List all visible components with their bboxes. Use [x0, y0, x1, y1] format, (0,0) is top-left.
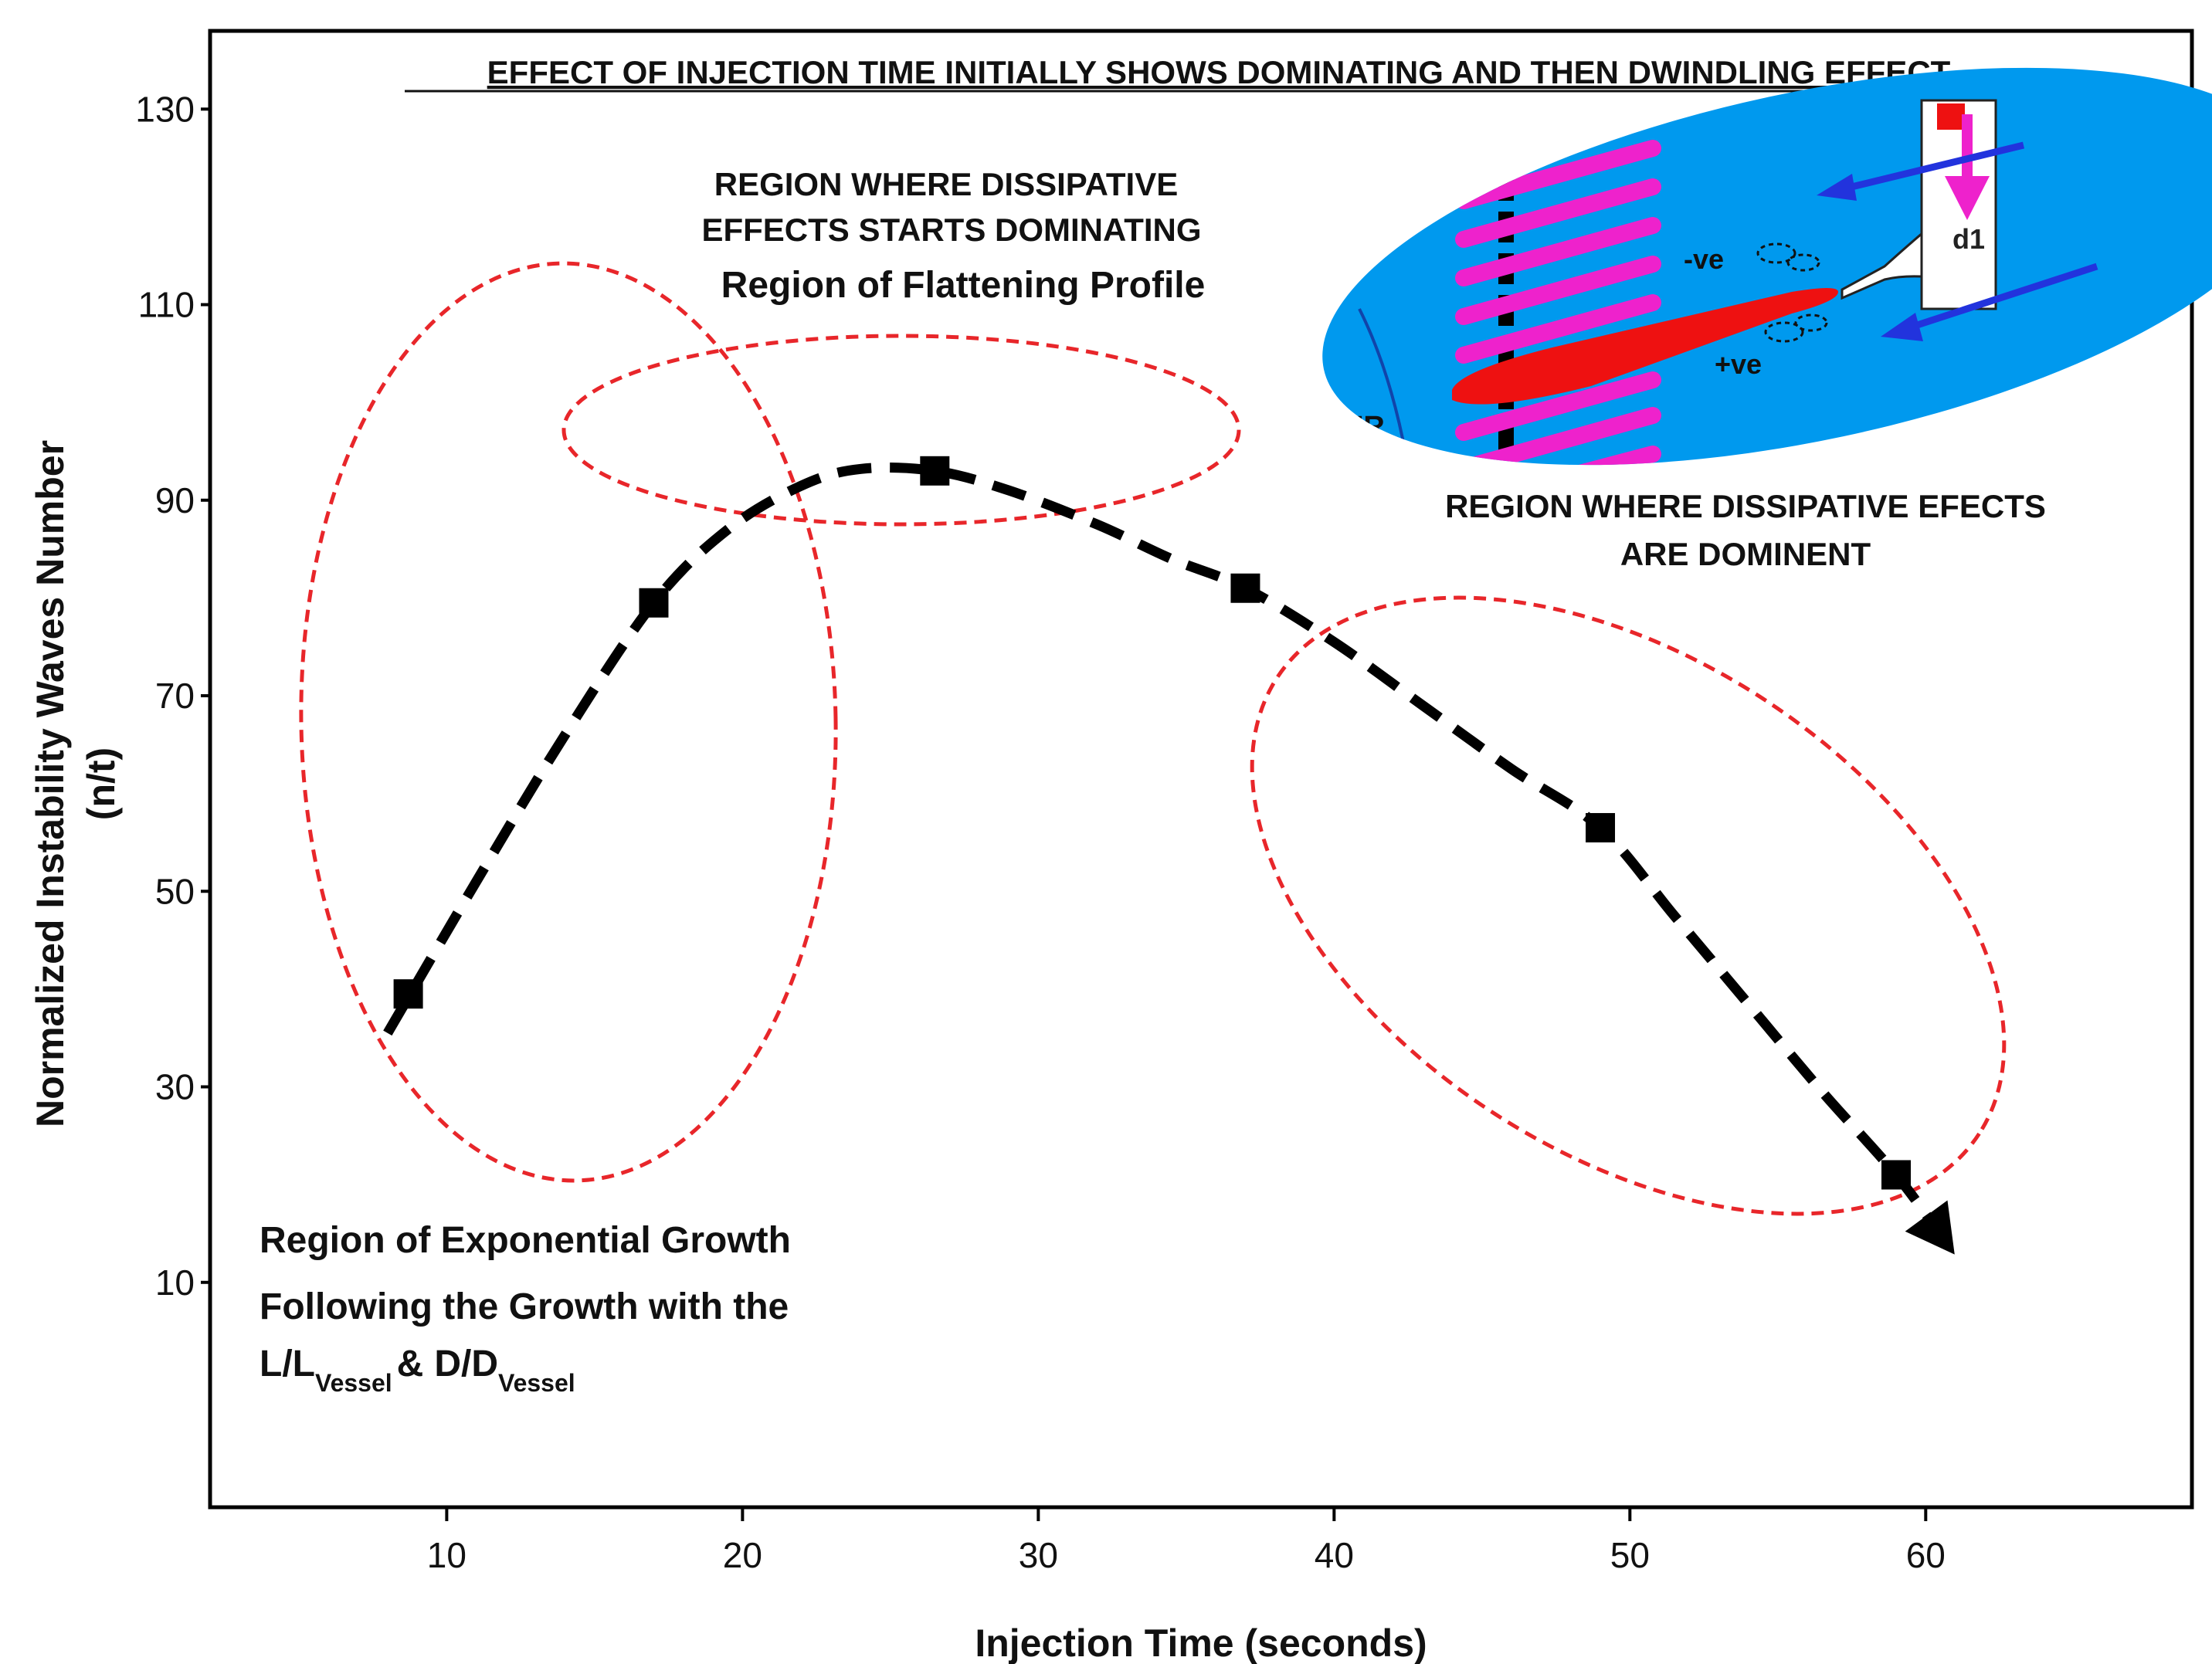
wave-band	[1455, 178, 1661, 248]
ratio-d-sub: Vessel	[498, 1369, 575, 1397]
inset-blue-arrow-top	[1841, 141, 2025, 193]
x-tick-label: 20	[723, 1535, 762, 1575]
y-tick-label: 70	[155, 676, 195, 716]
plot-frame	[208, 29, 2194, 1510]
y-tick-label: 30	[155, 1067, 195, 1107]
region-ellipses	[299, 261, 2007, 1216]
chart-title: EFFECT OF INJECTION TIME INITIALLY SHOWS…	[487, 54, 1951, 90]
x-tick-label: 30	[1019, 1535, 1058, 1575]
annotation-flattening-line3: Region of Flattening Profile	[721, 265, 1206, 306]
inset-label-plus: +ve	[1715, 348, 1762, 380]
inset-pipe	[1920, 99, 1997, 310]
series-line	[383, 462, 1951, 1246]
y-tick-label: 10	[155, 1262, 195, 1303]
annotation-growth: Region of Exponential Growth Following t…	[260, 1220, 791, 1397]
annotation-flattening-line2: EFFECTS STARTS DOMINATING	[701, 212, 1201, 248]
annotation-dissipative: REGION WHERE DISSIPATIVE EFECTS ARE DOMI…	[1445, 488, 2046, 572]
x-axis-title: Injection Time (seconds)	[975, 1622, 1427, 1664]
wave-band	[1455, 294, 1661, 364]
region-ellipse-growth	[299, 261, 838, 1183]
y-tick-label: 130	[135, 89, 195, 129]
region-ellipse-dissipative	[1250, 595, 2007, 1216]
inset-blue-arrowhead-top	[1817, 174, 1857, 201]
y-axis-title-line2: (n/t)	[80, 747, 123, 820]
annotation-flattening-line1: REGION WHERE DISSIPATIVE	[714, 166, 1179, 202]
ratio-l-sub: Vessel	[315, 1369, 392, 1397]
inset-label-partial: ER	[1344, 411, 1385, 443]
inset-schematic: ER -ve +ve d1	[1288, 62, 2212, 525]
series-group	[383, 456, 1955, 1255]
series-arrowhead	[1905, 1200, 1955, 1255]
wave-band	[1455, 256, 1661, 325]
ratio-l: L/L	[260, 1344, 315, 1384]
data-point	[393, 979, 423, 1009]
y-tick-label: 110	[138, 285, 195, 325]
region-ellipse-flattening	[561, 334, 1241, 527]
eddy	[1756, 242, 1796, 264]
data-point	[639, 588, 669, 618]
annotation-growth-line1: Region of Exponential Growth	[260, 1220, 791, 1261]
annotation-dissipative-line1: REGION WHERE DISSIPATIVE EFECTS	[1445, 488, 2046, 524]
annotation-growth-line2: Following the Growth with the	[260, 1286, 789, 1327]
eddy	[1794, 313, 1828, 332]
wave-band	[1459, 407, 1661, 476]
wave-band	[1455, 217, 1661, 286]
inset-pipe-red	[1937, 103, 1965, 130]
x-axis-ticks: 10 20 30 40 50 60	[427, 1507, 1946, 1575]
annotation-dissipative-line2: ARE DOMINENT	[1620, 536, 1871, 572]
y-tick-label: 90	[155, 480, 195, 520]
inset-magenta-arrow-head	[1945, 176, 1990, 220]
y-tick-label: 50	[155, 871, 195, 911]
x-tick-label: 60	[1906, 1535, 1946, 1575]
eddy	[1786, 253, 1820, 272]
wave-band	[1455, 140, 1661, 209]
inset-red-jet	[1452, 288, 1838, 405]
x-tick-label: 50	[1610, 1535, 1650, 1575]
inset-label-minus: -ve	[1684, 243, 1724, 275]
ratio-amp: &	[397, 1344, 424, 1384]
y-axis-ticks: 10 30 50 70 90 110 130	[135, 89, 210, 1303]
inset-blue-arrow-bottom	[1906, 263, 2098, 332]
inset-eddies	[1756, 242, 1828, 343]
eddy	[1764, 321, 1804, 343]
inset-label-d1: d1	[1952, 223, 1985, 255]
ratio-d: D/D	[434, 1344, 498, 1384]
x-tick-label: 10	[427, 1535, 466, 1575]
inset-background	[1288, 62, 2212, 525]
annotation-growth-line3: L/LVessel & D/DVessel	[260, 1344, 575, 1397]
data-point	[1881, 1160, 1912, 1190]
y-axis-title-line1: Normalized Instability Waves Number	[29, 440, 72, 1127]
data-point	[1586, 812, 1616, 842]
inset-blue-arrowhead-bottom	[1881, 313, 1923, 341]
x-tick-label: 40	[1315, 1535, 1354, 1575]
wave-band	[1455, 371, 1661, 441]
data-point	[920, 456, 950, 486]
data-point	[1230, 573, 1260, 603]
annotation-flattening: REGION WHERE DISSIPATIVE EFFECTS STARTS …	[701, 166, 1205, 306]
